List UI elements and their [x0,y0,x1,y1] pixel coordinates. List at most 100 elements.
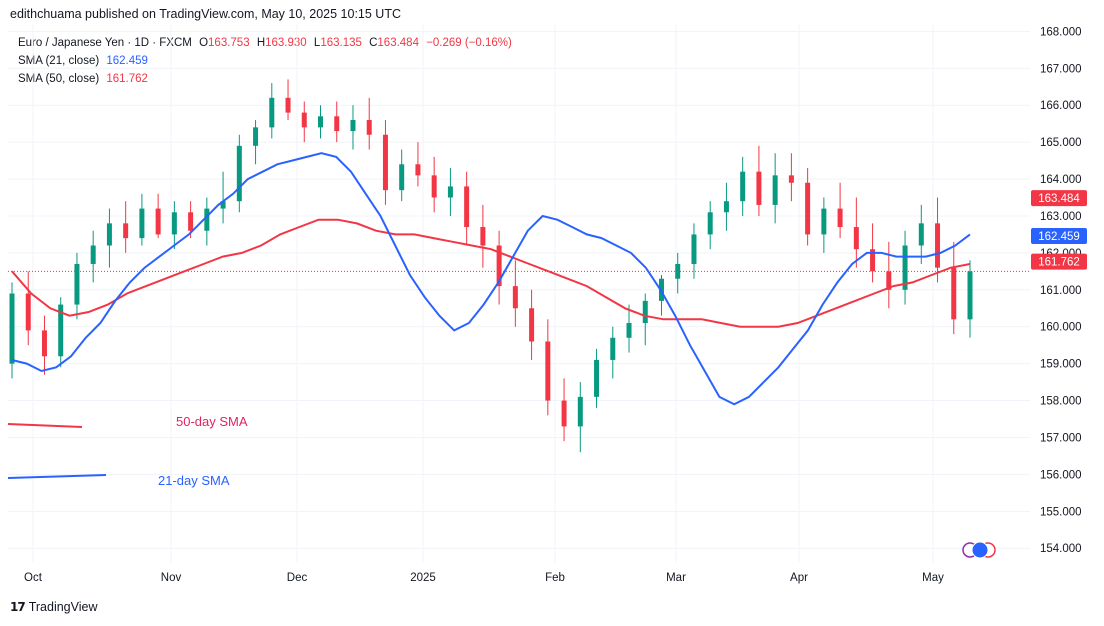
candle-body [382,134,388,191]
sma21-legend-row[interactable]: SMA (21, close) 162.459 [18,52,512,70]
sma50-annotation-text: 50-day SMA [176,414,248,429]
publisher-line: edithchuama published on TradingView.com… [10,7,401,21]
candle-body [9,293,15,364]
candle-body [204,208,210,231]
candle-body [561,400,567,427]
candle-body [967,271,973,320]
candle-body [545,341,551,401]
candle-body [642,300,648,324]
candle-body [123,223,129,239]
candle-body [301,112,307,128]
candle-body [106,223,112,246]
y-tick-label: 164.000 [1040,174,1082,186]
sma21-annotation-line [7,474,107,479]
change-value: −0.269 (−0.16%) [426,37,512,49]
chart-grid [8,24,1030,563]
sma21-value: 162.459 [106,55,148,67]
x-tick-label: Oct [24,572,43,584]
candle-body [740,171,746,202]
candle-body [577,396,583,427]
candle-body [464,186,470,228]
close-value: 163.484 [377,37,419,49]
candle-body [58,304,64,357]
sma21-badge [1031,227,1087,244]
y-tick-label: 161.000 [1040,285,1082,297]
candle-body [25,293,31,331]
sma-lines [8,152,1030,406]
candle-body [334,116,340,132]
y-tick-label: 160.000 [1040,322,1082,334]
sma21-annotation-text: 21-day SMA [158,473,230,488]
candle-body [415,164,421,176]
candle-body [496,245,502,287]
y-tick-label: 166.000 [1040,100,1082,112]
price-axis: 154.000 155.000 156.000 157.000 158.000 159.0… [1031,26,1087,555]
sma50-badge-text: 161.762 [1038,257,1080,269]
footer-brand[interactable]: 𝟭𝟳 TradingView [10,600,98,614]
sma21-line [11,152,971,406]
candle-body [756,171,762,205]
candle-body [285,97,291,113]
candle-body [74,263,80,305]
candle-body [171,212,177,235]
candle-body [707,212,713,235]
x-tick-label: 2025 [410,572,436,584]
candle-body [269,97,275,128]
candle-body [691,234,697,264]
footer-brand-text: TradingView [28,600,98,614]
sma50-badge [1031,253,1087,270]
y-tick-label: 165.000 [1040,137,1082,149]
candle-body [626,323,632,338]
open-label: O [199,37,209,49]
flag-icon [971,541,989,559]
candle-body [350,119,356,132]
last-price-badge-text: 163.484 [1038,193,1080,205]
y-tick-label: 157.000 [1040,432,1082,444]
sma50-annotation-line [7,423,83,428]
candle-body [723,201,729,213]
x-tick-label: Nov [161,572,182,584]
candle-body [886,271,892,290]
ohlc-legend-row[interactable]: Euro / Japanese Yen · 1D · FXCM O163.753… [18,34,512,52]
candle-body [805,182,811,235]
candle-body [236,145,242,202]
sma50-label: SMA (50, close) [18,73,100,85]
sma50-legend-row[interactable]: SMA (50, close) 161.762 [18,70,512,88]
candle-body [220,201,226,209]
open-value: 163.753 [208,37,250,49]
candle-body [837,208,843,228]
candle-body [951,267,957,320]
y-tick-label: 163.000 [1040,211,1082,223]
candle-body [788,175,794,183]
annotations: 50-day SMA 21-day SMA [7,414,996,559]
sma21-label: SMA (21, close) [18,55,100,67]
y-tick-label: 158.000 [1040,396,1082,408]
close-label: C [369,37,378,49]
x-tick-label: Dec [287,572,308,584]
candle-body [139,208,145,239]
sma50-value: 161.762 [106,73,148,85]
candle-body [431,175,437,198]
x-tick-label: Mar [666,572,686,584]
high-value: 163.930 [265,37,307,49]
candle-body [90,245,96,264]
symbol-label: Euro / Japanese Yen · 1D · FXCM [18,37,192,49]
candle-body [902,245,908,290]
x-tick-label: Feb [545,572,565,584]
y-tick-label: 155.000 [1040,506,1082,518]
candle-body [188,212,194,231]
candle-body [366,119,372,135]
candle-body [853,227,859,250]
y-tick-label: 154.000 [1040,543,1082,555]
candle-body [594,359,600,397]
candle-body [480,227,486,246]
candle-body [870,249,876,272]
y-tick-label: 167.000 [1040,63,1082,75]
low-value: 163.135 [320,37,362,49]
candle-body [610,337,616,360]
sma21-badge-text: 162.459 [1038,231,1080,243]
candle-body [253,127,259,146]
candle-body [512,286,518,309]
last-price-badge [1031,190,1087,207]
